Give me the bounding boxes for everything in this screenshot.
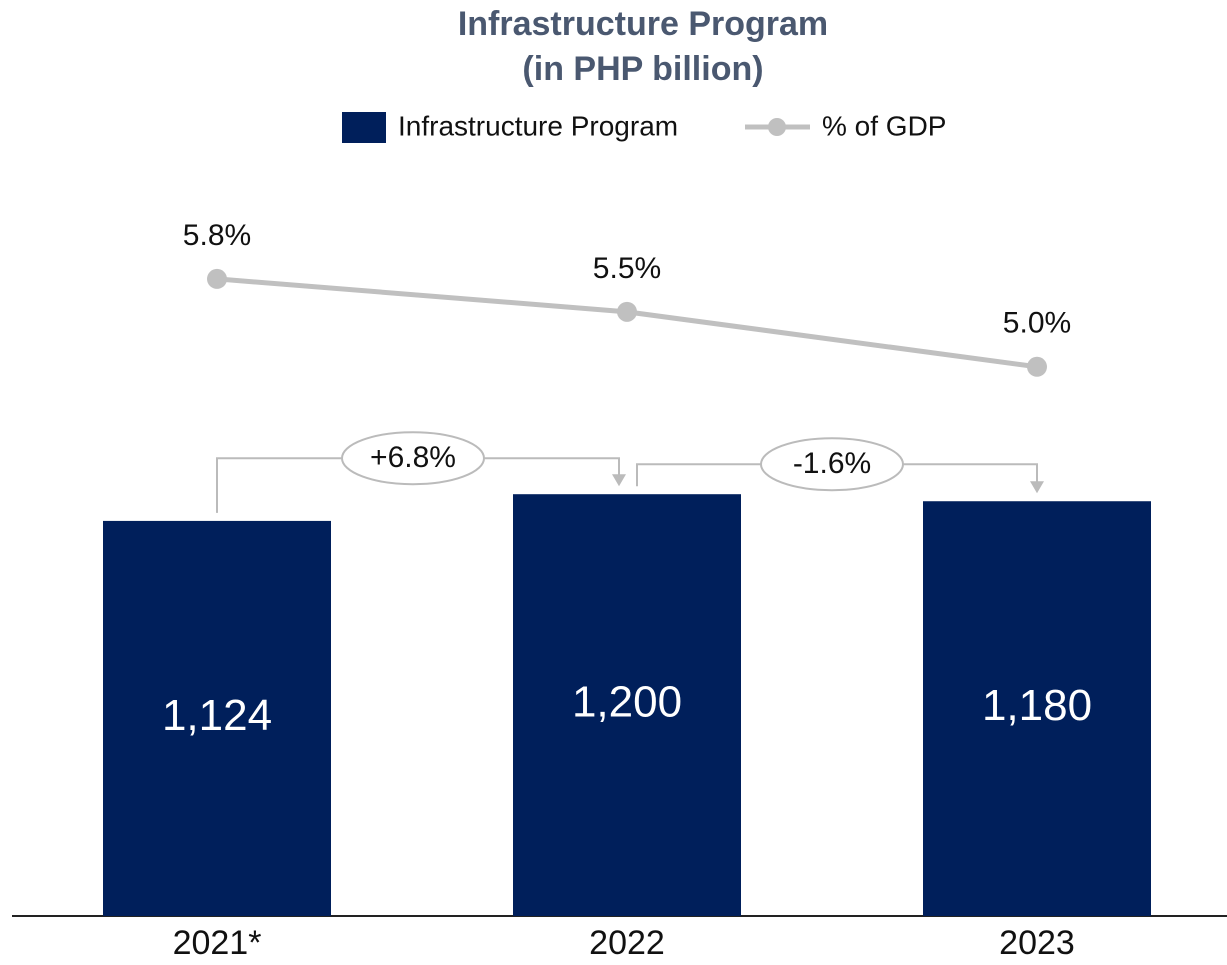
annotation-label: +6.8% [370, 441, 456, 474]
x-tick-label: 2021* [173, 924, 262, 962]
legend-swatch [342, 112, 386, 143]
legend-label: Infrastructure Program [398, 110, 678, 141]
annotation-bubble [760, 437, 904, 492]
line-point [207, 268, 227, 289]
x-tick-label: 2023 [999, 924, 1075, 962]
line-value-label: 5.8% [183, 219, 251, 252]
line [216, 276, 1038, 370]
chart-subtitle: (in PHP billion) [522, 50, 763, 88]
annotation-bubble [341, 431, 485, 486]
line-point [1027, 356, 1047, 377]
x-tick-label: 2022 [589, 924, 665, 962]
annotation-arrow [612, 474, 626, 487]
bar-value-label: 1,124 [162, 691, 272, 740]
annotation-arrow [1030, 481, 1044, 494]
bar-value-label: 1,180 [982, 681, 1092, 730]
annotation-label: -1.6% [793, 447, 871, 480]
bar [103, 520, 331, 916]
legend-label: % of GDP [822, 110, 946, 141]
line-value-label: 5.0% [1003, 307, 1071, 340]
line-point [617, 301, 637, 322]
bar-value-label: 1,200 [572, 678, 682, 727]
legend-marker [768, 118, 786, 136]
line-value-label: 5.5% [593, 252, 661, 285]
chart-title: Infrastructure Program [458, 5, 828, 43]
bar [513, 494, 741, 916]
bar [923, 501, 1151, 916]
